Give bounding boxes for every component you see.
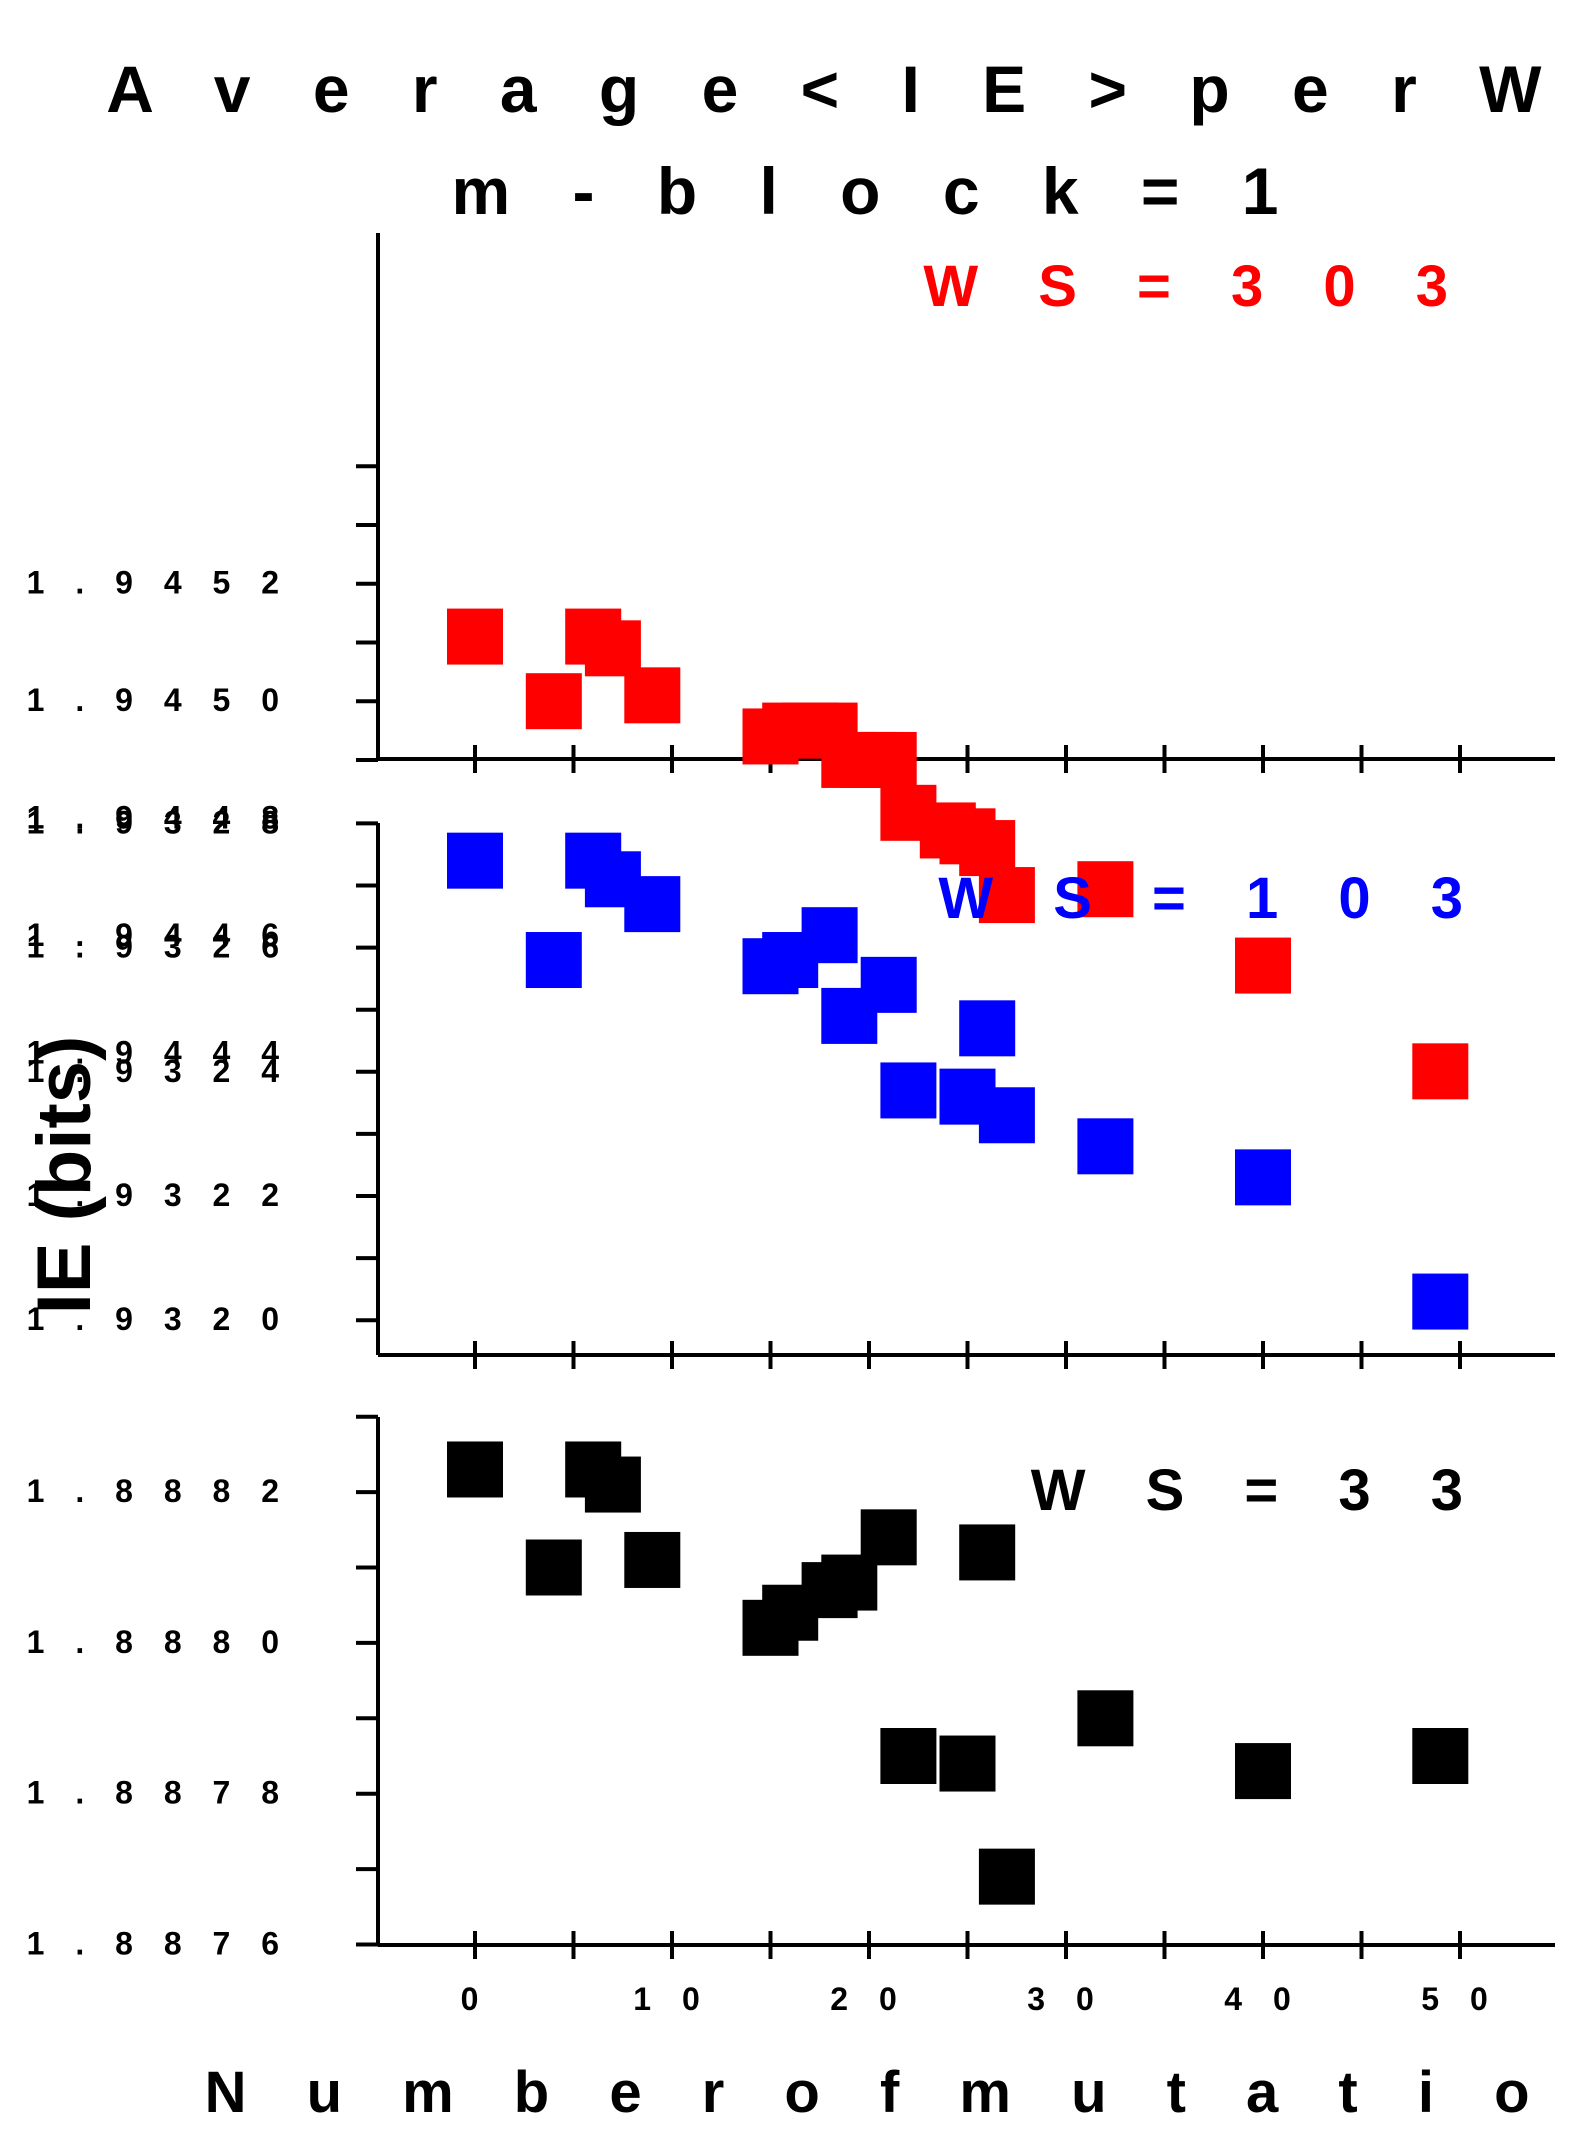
data-point xyxy=(860,731,917,788)
x-tick-label: 2 0 xyxy=(830,1981,907,2017)
data-point xyxy=(959,1000,1016,1057)
data-point xyxy=(525,932,582,989)
y-tick-label: 1 . 9 4 4 6 xyxy=(27,917,290,953)
series-annotation: W S = 3 0 3 xyxy=(923,254,1470,319)
data-point xyxy=(1412,1043,1469,1100)
y-tick-label: 1 . 8 8 8 2 xyxy=(27,1473,290,1509)
data-point xyxy=(880,1728,937,1784)
x-tick-label: 0 xyxy=(461,1981,490,2017)
y-tick-label: 1 . 9 4 4 8 xyxy=(27,800,290,836)
data-point xyxy=(801,907,858,964)
data-point xyxy=(1077,861,1134,918)
data-point xyxy=(447,1441,503,1498)
y-tick-label: 1 . 8 8 8 0 xyxy=(27,1624,290,1660)
x-tick-label: 3 0 xyxy=(1027,1981,1104,2017)
y-tick-label: 1 . 9 4 5 0 xyxy=(27,682,290,718)
data-point xyxy=(1412,1728,1469,1784)
panel-3: 1 . 8 8 7 6 1 . 8 8 7 8 1 . 8 8 8 0 1 . 8 8… xyxy=(27,1414,1555,1962)
y-tick-label: 1 . 9 3 2 0 xyxy=(27,1301,290,1337)
y-tick-label: 1 . 9 3 2 8 xyxy=(27,804,290,840)
data-point xyxy=(939,1735,996,1792)
data-point xyxy=(447,608,503,665)
x-axis-title: N u m b e r o f m u t a t i o n s xyxy=(205,2060,1590,2125)
x-tick-label: 5 0 xyxy=(1421,1981,1498,2017)
series-annotation: W S = 3 3 xyxy=(1031,1458,1485,1523)
data-point xyxy=(978,1848,1035,1905)
series-annotation: W S = 1 0 3 xyxy=(938,866,1485,931)
chart-title-line-2: m - b l o c k = 1 xyxy=(452,154,1301,228)
panel-1: 1 . 9 4 4 4 1 . 9 4 4 6 1 . 9 4 4 8 1 . 9 4… xyxy=(27,233,1555,1100)
data-point xyxy=(860,956,917,1013)
data-point xyxy=(1077,1118,1134,1175)
x-tick-label: 4 0 xyxy=(1224,1981,1301,2017)
data-point xyxy=(624,1531,681,1588)
data-point xyxy=(447,832,503,889)
y-tick-label: 1 . 9 4 5 2 xyxy=(27,565,290,601)
y-tick-label: 1 . 9 3 2 4 xyxy=(27,1053,290,1089)
panel-2: 1 . 9 3 2 0 1 . 9 3 2 2 1 . 9 3 2 4 1 . 9 3… xyxy=(27,804,1555,1369)
data-point xyxy=(880,1062,937,1119)
data-point xyxy=(959,820,1016,877)
data-point xyxy=(978,867,1035,924)
data-point xyxy=(624,876,681,933)
data-point xyxy=(584,1456,641,1513)
data-point xyxy=(1412,1273,1469,1330)
panels: 1 . 9 4 4 4 1 . 9 4 4 6 1 . 9 4 4 8 1 . 9 4… xyxy=(27,233,1555,2017)
y-tick-label: 1 . 9 4 4 4 xyxy=(27,1035,290,1071)
chart-title-line-1: A v e r a g e < I E > p e r W S xyxy=(106,52,1590,126)
data-point xyxy=(959,1524,1016,1581)
x-tick-label: 1 0 xyxy=(633,1981,710,2017)
y-axis-title: IE (bits) xyxy=(22,1036,107,1315)
data-point xyxy=(1235,1149,1291,1206)
y-tick-label: 1 . 8 8 7 8 xyxy=(27,1775,290,1811)
y-tick-label: 1 . 9 3 2 2 xyxy=(27,1177,290,1213)
data-point xyxy=(1077,1690,1134,1747)
y-tick-label: 1 . 9 3 2 6 xyxy=(27,929,290,965)
data-point xyxy=(1235,1743,1291,1800)
data-point xyxy=(860,1509,917,1566)
data-point xyxy=(978,1087,1035,1144)
y-tick-label: 1 . 8 8 7 6 xyxy=(27,1926,290,1962)
data-point xyxy=(584,620,641,677)
data-point xyxy=(525,1539,582,1596)
data-point xyxy=(624,667,681,724)
data-point xyxy=(1235,937,1291,994)
data-point xyxy=(525,673,582,730)
